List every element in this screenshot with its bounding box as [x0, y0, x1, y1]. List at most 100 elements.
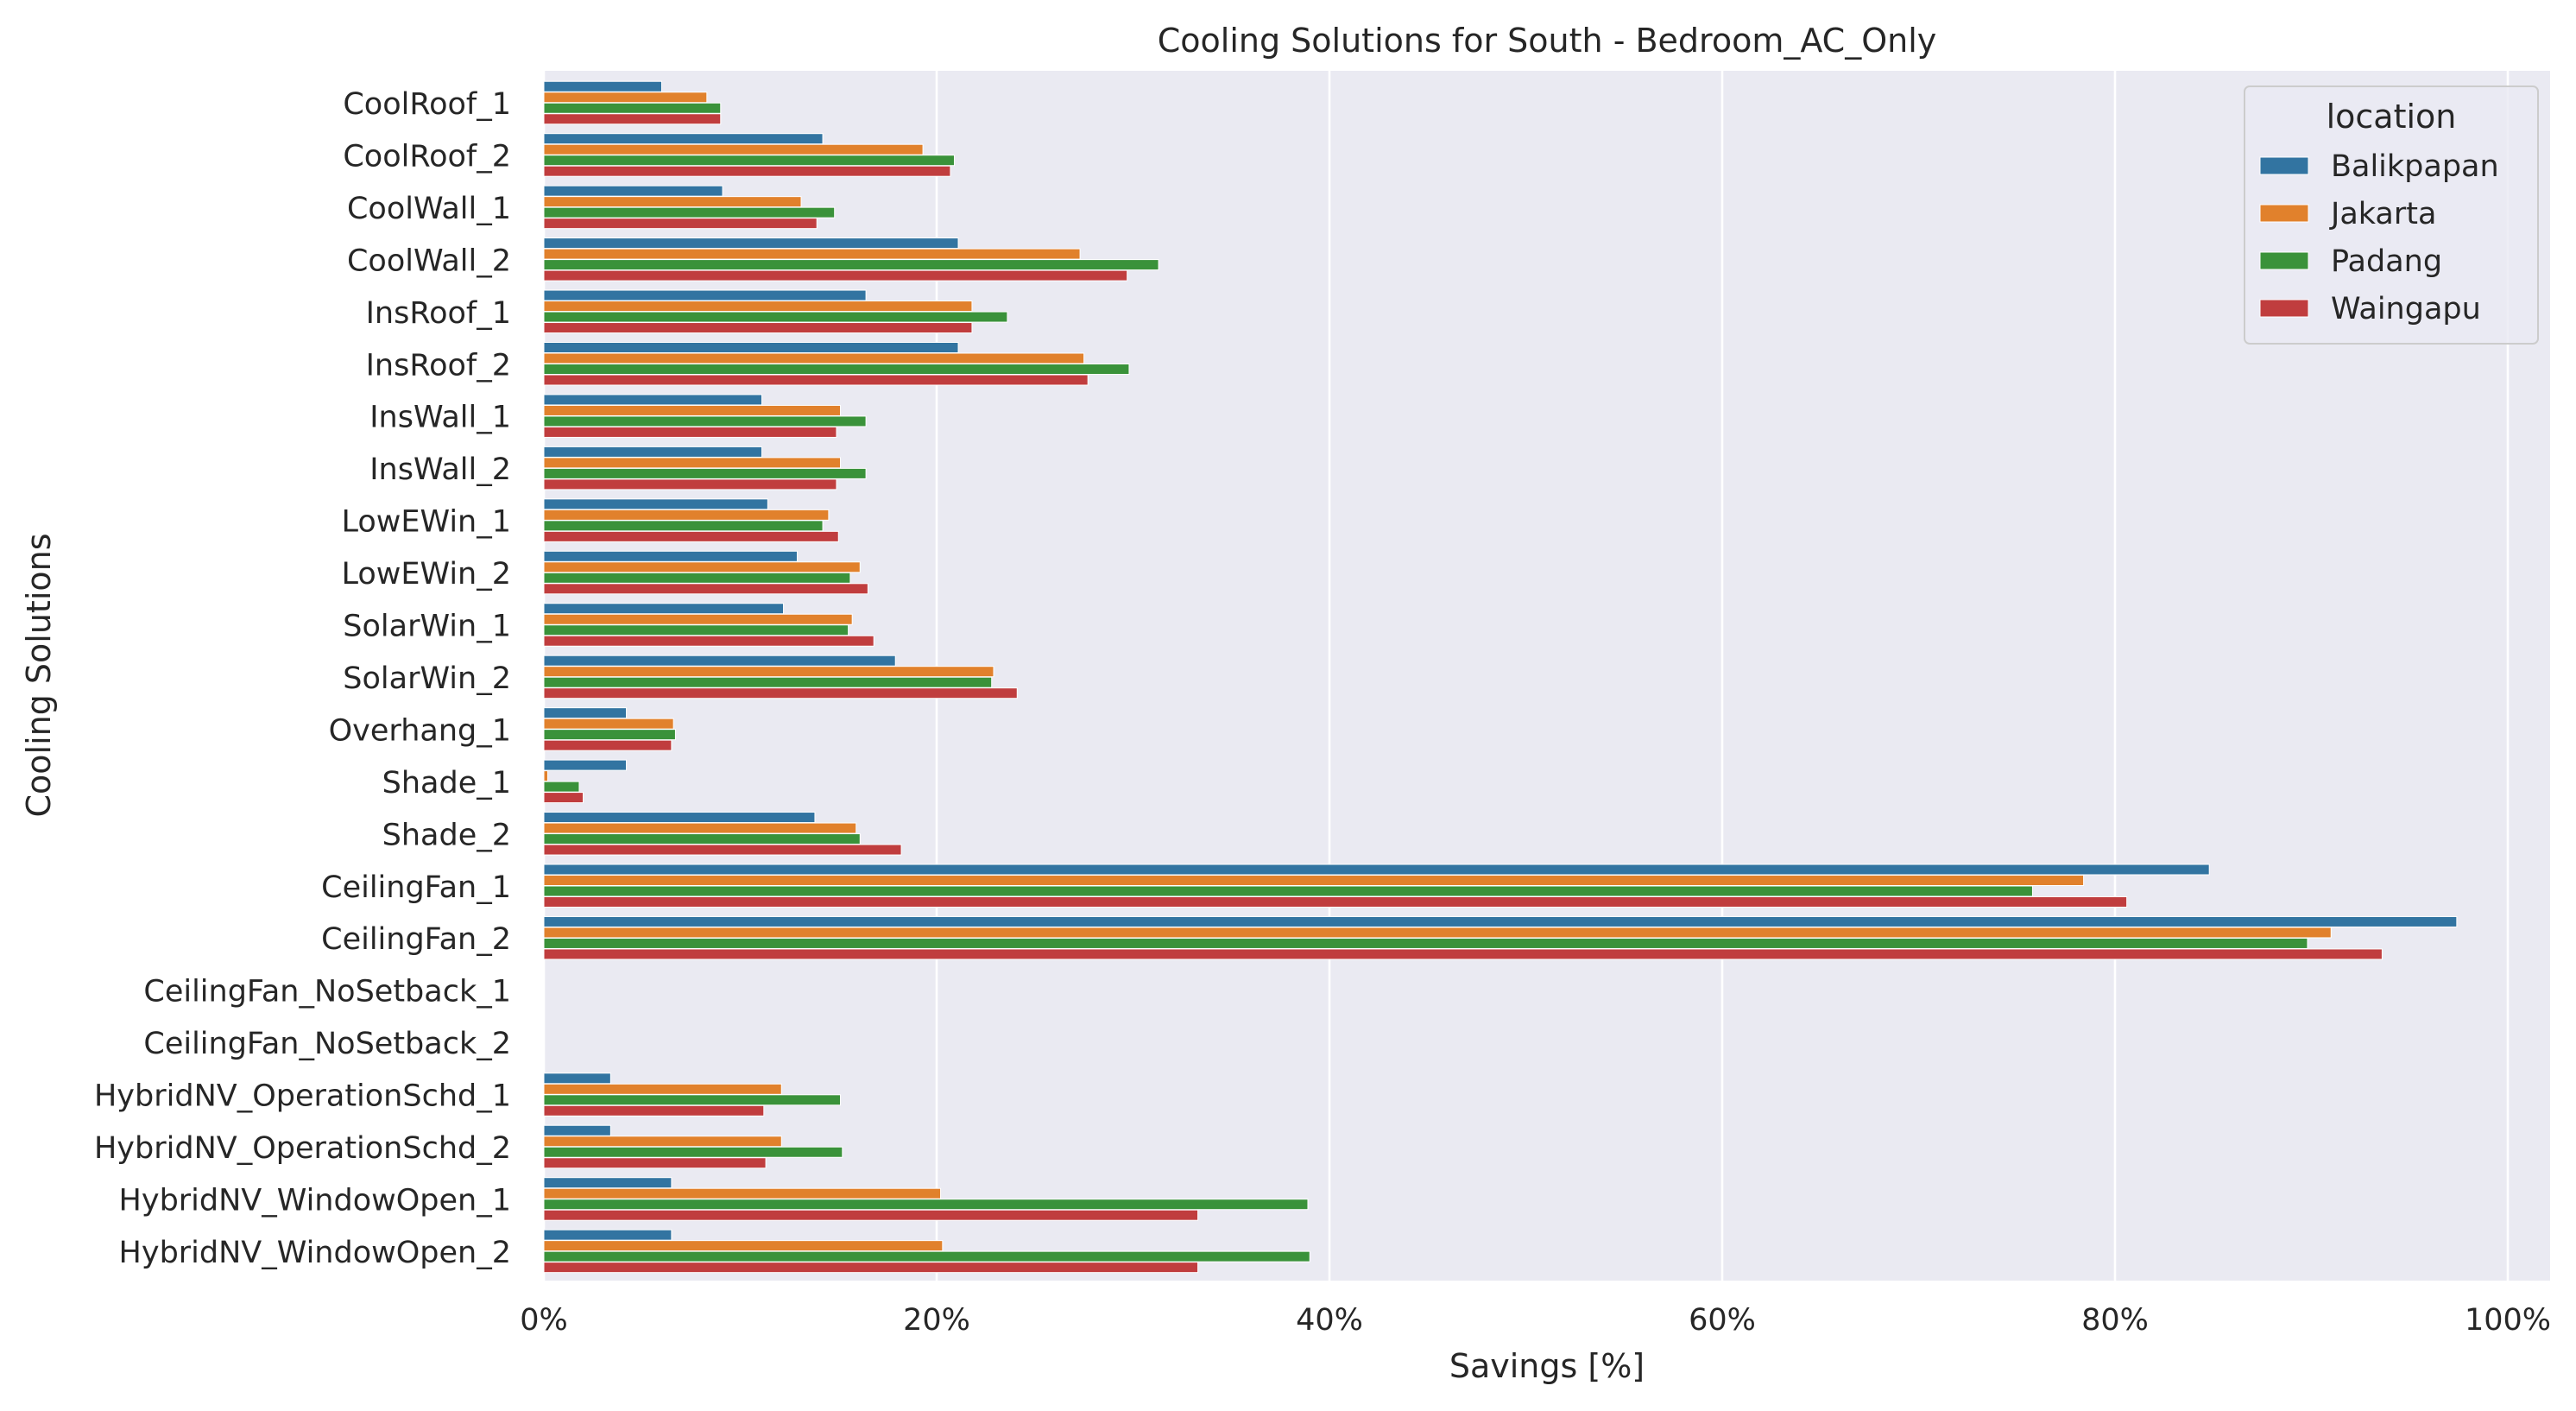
- bar-padang: [543, 1094, 842, 1106]
- bar-jakarta: [543, 1240, 944, 1252]
- y-tick-label: LowEWin_2: [341, 557, 511, 592]
- bar-padang: [543, 520, 824, 532]
- y-tick-label: SolarWin_2: [343, 661, 511, 696]
- bar-waingapu: [543, 374, 1089, 386]
- bar-balikpapan: [543, 707, 628, 719]
- bar-balikpapan: [543, 342, 959, 353]
- bar-padang: [543, 1146, 843, 1158]
- y-tick-label: CoolWall_2: [347, 244, 511, 278]
- x-tick-label: 20%: [903, 1303, 970, 1338]
- y-tick-label: CeilingFan_NoSetback_1: [143, 975, 511, 1009]
- bar-padang: [543, 364, 1130, 375]
- bar-padang: [543, 885, 2033, 897]
- bar-waingapu: [543, 269, 1128, 282]
- bar-padang: [543, 676, 993, 688]
- legend-swatch-jakarta: [2259, 204, 2309, 223]
- y-tick-label: CoolRoof_1: [343, 87, 511, 122]
- bars: [543, 80, 2458, 1274]
- bar-balikpapan: [543, 1124, 611, 1136]
- legend-box: [2244, 85, 2539, 345]
- y-tick-label: Overhang_1: [329, 713, 511, 748]
- bar-waingapu: [543, 478, 837, 490]
- bar-padang: [543, 102, 722, 114]
- bar-jakarta: [543, 143, 924, 155]
- bar-waingapu: [543, 1104, 765, 1117]
- y-axis-label: Cooling Solutions: [20, 533, 58, 817]
- bar-padang: [543, 259, 1159, 271]
- y-tick-label: HybridNV_OperationSchd_2: [94, 1131, 511, 1166]
- bar-jakarta: [543, 718, 674, 730]
- bar-balikpapan: [543, 80, 662, 92]
- bar-padang: [543, 311, 1008, 323]
- bar-balikpapan: [543, 864, 2210, 876]
- bar-jakarta: [543, 822, 857, 834]
- y-tick-label: HybridNV_WindowOpen_1: [119, 1183, 511, 1218]
- bar-waingapu: [543, 635, 874, 647]
- bar-jakarta: [543, 1083, 782, 1095]
- bar-jakarta: [543, 301, 973, 313]
- bar-jakarta: [543, 196, 802, 208]
- bar-waingapu: [543, 113, 722, 125]
- y-tick-label: CeilingFan_2: [321, 922, 511, 957]
- x-axis-label: Savings [%]: [1449, 1347, 1645, 1385]
- bar-balikpapan: [543, 237, 959, 250]
- y-tick-label: CeilingFan_NoSetback_2: [143, 1027, 511, 1061]
- bar-balikpapan: [543, 603, 785, 615]
- bar-waingapu: [543, 426, 837, 438]
- bar-balikpapan: [543, 1177, 672, 1189]
- bar-jakarta: [543, 927, 2332, 939]
- bar-padang: [543, 206, 836, 218]
- legend-title: location: [2327, 98, 2457, 136]
- bar-jakarta: [543, 770, 549, 782]
- bar-balikpapan: [543, 185, 723, 197]
- y-tick-label: LowEWin_1: [341, 505, 511, 540]
- x-tick-label: 40%: [1296, 1303, 1363, 1338]
- bar-jakarta: [543, 92, 708, 104]
- y-tick-label: Shade_1: [382, 766, 511, 800]
- bar-waingapu: [543, 687, 1018, 699]
- y-tick-label: CoolWall_1: [347, 192, 511, 226]
- y-tick-label: CeilingFan_1: [321, 870, 511, 905]
- bar-balikpapan: [543, 446, 763, 458]
- legend-label-padang: Padang: [2331, 244, 2442, 279]
- bar-waingapu: [543, 739, 672, 751]
- bar-jakarta: [543, 509, 830, 521]
- y-tick-label: InsRoof_2: [366, 348, 511, 383]
- x-tick-label: 60%: [1689, 1303, 1756, 1338]
- bar-waingapu: [543, 948, 2383, 960]
- y-tick-label: InsWall_2: [369, 452, 511, 487]
- legend-swatch-padang: [2259, 251, 2309, 270]
- legend-label-waingapu: Waingapu: [2331, 292, 2481, 326]
- bar-jakarta: [543, 666, 994, 678]
- bar-waingapu: [543, 896, 2128, 908]
- bar-waingapu: [543, 1209, 1199, 1221]
- y-tick-label: InsRoof_1: [366, 296, 511, 331]
- bar-jakarta: [543, 561, 861, 573]
- y-tick-label: Shade_2: [382, 818, 511, 852]
- bar-waingapu: [543, 1262, 1199, 1274]
- bar-padang: [543, 415, 867, 427]
- bar-jakarta: [543, 404, 842, 416]
- bar-jakarta: [543, 352, 1085, 364]
- bar-balikpapan: [543, 1229, 672, 1241]
- bar-padang: [543, 572, 851, 584]
- bar-balikpapan: [543, 394, 763, 406]
- legend-label-balikpapan: Balikpapan: [2331, 149, 2499, 184]
- bar-balikpapan: [543, 759, 628, 771]
- bar-balikpapan: [543, 133, 824, 145]
- bar-balikpapan: [543, 550, 798, 562]
- y-tick-label: HybridNV_OperationSchd_1: [94, 1079, 511, 1114]
- bar-balikpapan: [543, 655, 896, 667]
- legend-swatch-balikpapan: [2259, 156, 2309, 175]
- bar-padang: [543, 729, 676, 741]
- bar-jakarta: [543, 613, 853, 625]
- y-tick-label: HybridNV_WindowOpen_2: [119, 1236, 511, 1270]
- bar-padang: [543, 781, 580, 793]
- chart-title: Cooling Solutions for South - Bedroom_AC…: [1158, 22, 1937, 60]
- bar-balikpapan: [543, 1072, 611, 1085]
- x-tick-label: 0%: [520, 1303, 568, 1338]
- legend-swatch-waingapu: [2259, 299, 2309, 318]
- bar-waingapu: [543, 530, 839, 542]
- legend: location Balikpapan Jakarta Padang Waingapu: [2244, 85, 2539, 345]
